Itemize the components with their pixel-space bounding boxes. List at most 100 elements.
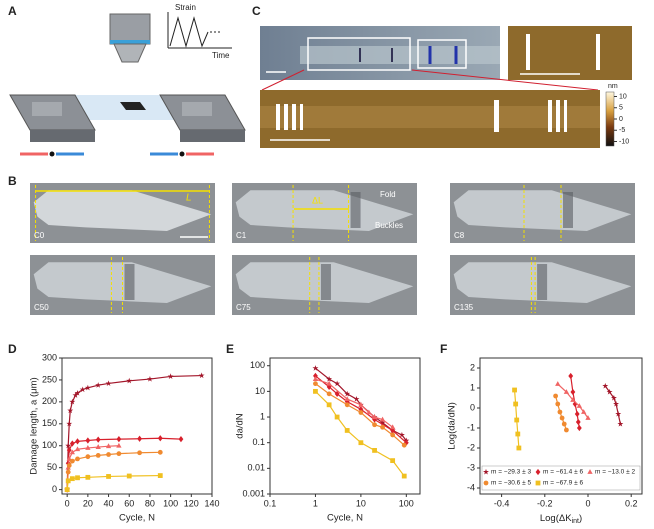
data-point [358,401,364,407]
x-tick-label: -0.2 [537,498,553,508]
length-label: L [186,193,192,204]
data-point [157,435,163,442]
flake [33,190,212,231]
legend-marker [483,480,489,486]
y-tick-label: -2 [467,442,475,452]
data-point [581,409,587,414]
data-point [69,398,76,405]
data-point [167,373,174,379]
data-point [157,449,163,455]
frame-label: C75 [236,303,251,312]
data-point [390,432,396,438]
series-line [66,445,119,490]
fold-band [320,264,331,300]
x-axis-label-part: int [572,518,579,525]
data-point [74,389,81,396]
frame-label: C0 [34,231,45,240]
colorbar-tick-label: 5 [619,105,623,112]
data-point [390,458,396,464]
colorbar-tick-label: 0 [619,116,623,123]
data-point [574,410,580,418]
data-point [512,387,517,393]
data-point [313,372,318,380]
data-point [178,436,184,443]
y-tick-label: 0.1 [252,437,265,447]
x-tick-label: 140 [204,498,219,508]
y-tick-label: -1 [467,422,475,432]
y-axis-label: da/dN [235,413,246,438]
data-point [379,419,386,426]
y-tick-label: 250 [42,374,57,384]
data-point [557,409,563,415]
data-point [390,424,396,430]
x-tick-label: 40 [104,498,114,508]
data-point [95,444,101,449]
x-axis-label: Log(ΔKint) [540,513,582,526]
frame-label: C1 [236,231,247,240]
data-point [555,401,561,407]
data-point [606,388,613,395]
data-point [198,372,205,379]
legend-box [481,465,641,491]
data-point [326,376,333,382]
data-point [515,431,521,437]
x-tick-label: 0 [65,498,70,508]
x-tick-label: -0.4 [494,498,510,508]
data-point [401,473,407,479]
data-point [513,401,519,407]
data-point [69,458,75,464]
data-point [379,416,386,422]
x-tick-label: 1 [313,498,318,508]
data-point [312,365,319,371]
legend-marker [587,469,593,474]
y-tick-label: 0.01 [247,463,265,473]
data-point [105,443,112,449]
data-point [313,381,318,387]
data-point [65,442,72,449]
data-point [106,452,111,457]
x-axis-label-part: ) [579,513,582,524]
data-point [372,416,377,423]
data-point [79,386,86,393]
data-point [85,454,91,460]
data-point [575,418,581,426]
panel-label: F [440,342,447,356]
data-point [157,473,163,478]
fold-label: Fold [380,190,396,199]
legend-marker [535,480,541,486]
y-tick-label: 300 [42,352,57,362]
data-point [66,420,73,427]
legend-marker [535,468,541,476]
x-axis-label: Cycle, N [327,513,363,524]
series-line [66,374,202,490]
y-tick-label: 200 [42,396,57,406]
data-point [312,376,319,382]
data-point [64,487,70,493]
data-point [344,396,350,402]
flake [235,190,414,231]
x-tick-label: 0 [585,498,590,508]
y-axis-label: Damage length, a (μm) [29,377,40,474]
data-point [85,437,91,444]
x-tick-label: 0.1 [264,498,277,508]
colorbar-tick-label: -5 [619,127,625,134]
y-tick-label: -4 [467,482,475,492]
data-point [372,422,377,428]
data-point [353,395,360,402]
y-tick-label: 150 [42,418,57,428]
data-point [344,428,350,433]
y-tick-label: 1 [470,382,475,392]
data-point [126,473,132,479]
data-point [66,463,72,468]
panel-label: E [226,342,234,356]
y-axis-label: Log(da/dN) [447,402,458,450]
series-line [66,437,181,490]
data-point [401,442,407,448]
data-point [334,380,341,387]
data-point [146,375,153,382]
afm-images [260,26,632,148]
data-point [358,410,364,415]
data-point [613,400,620,407]
data-point [380,424,385,430]
data-point [126,377,133,384]
